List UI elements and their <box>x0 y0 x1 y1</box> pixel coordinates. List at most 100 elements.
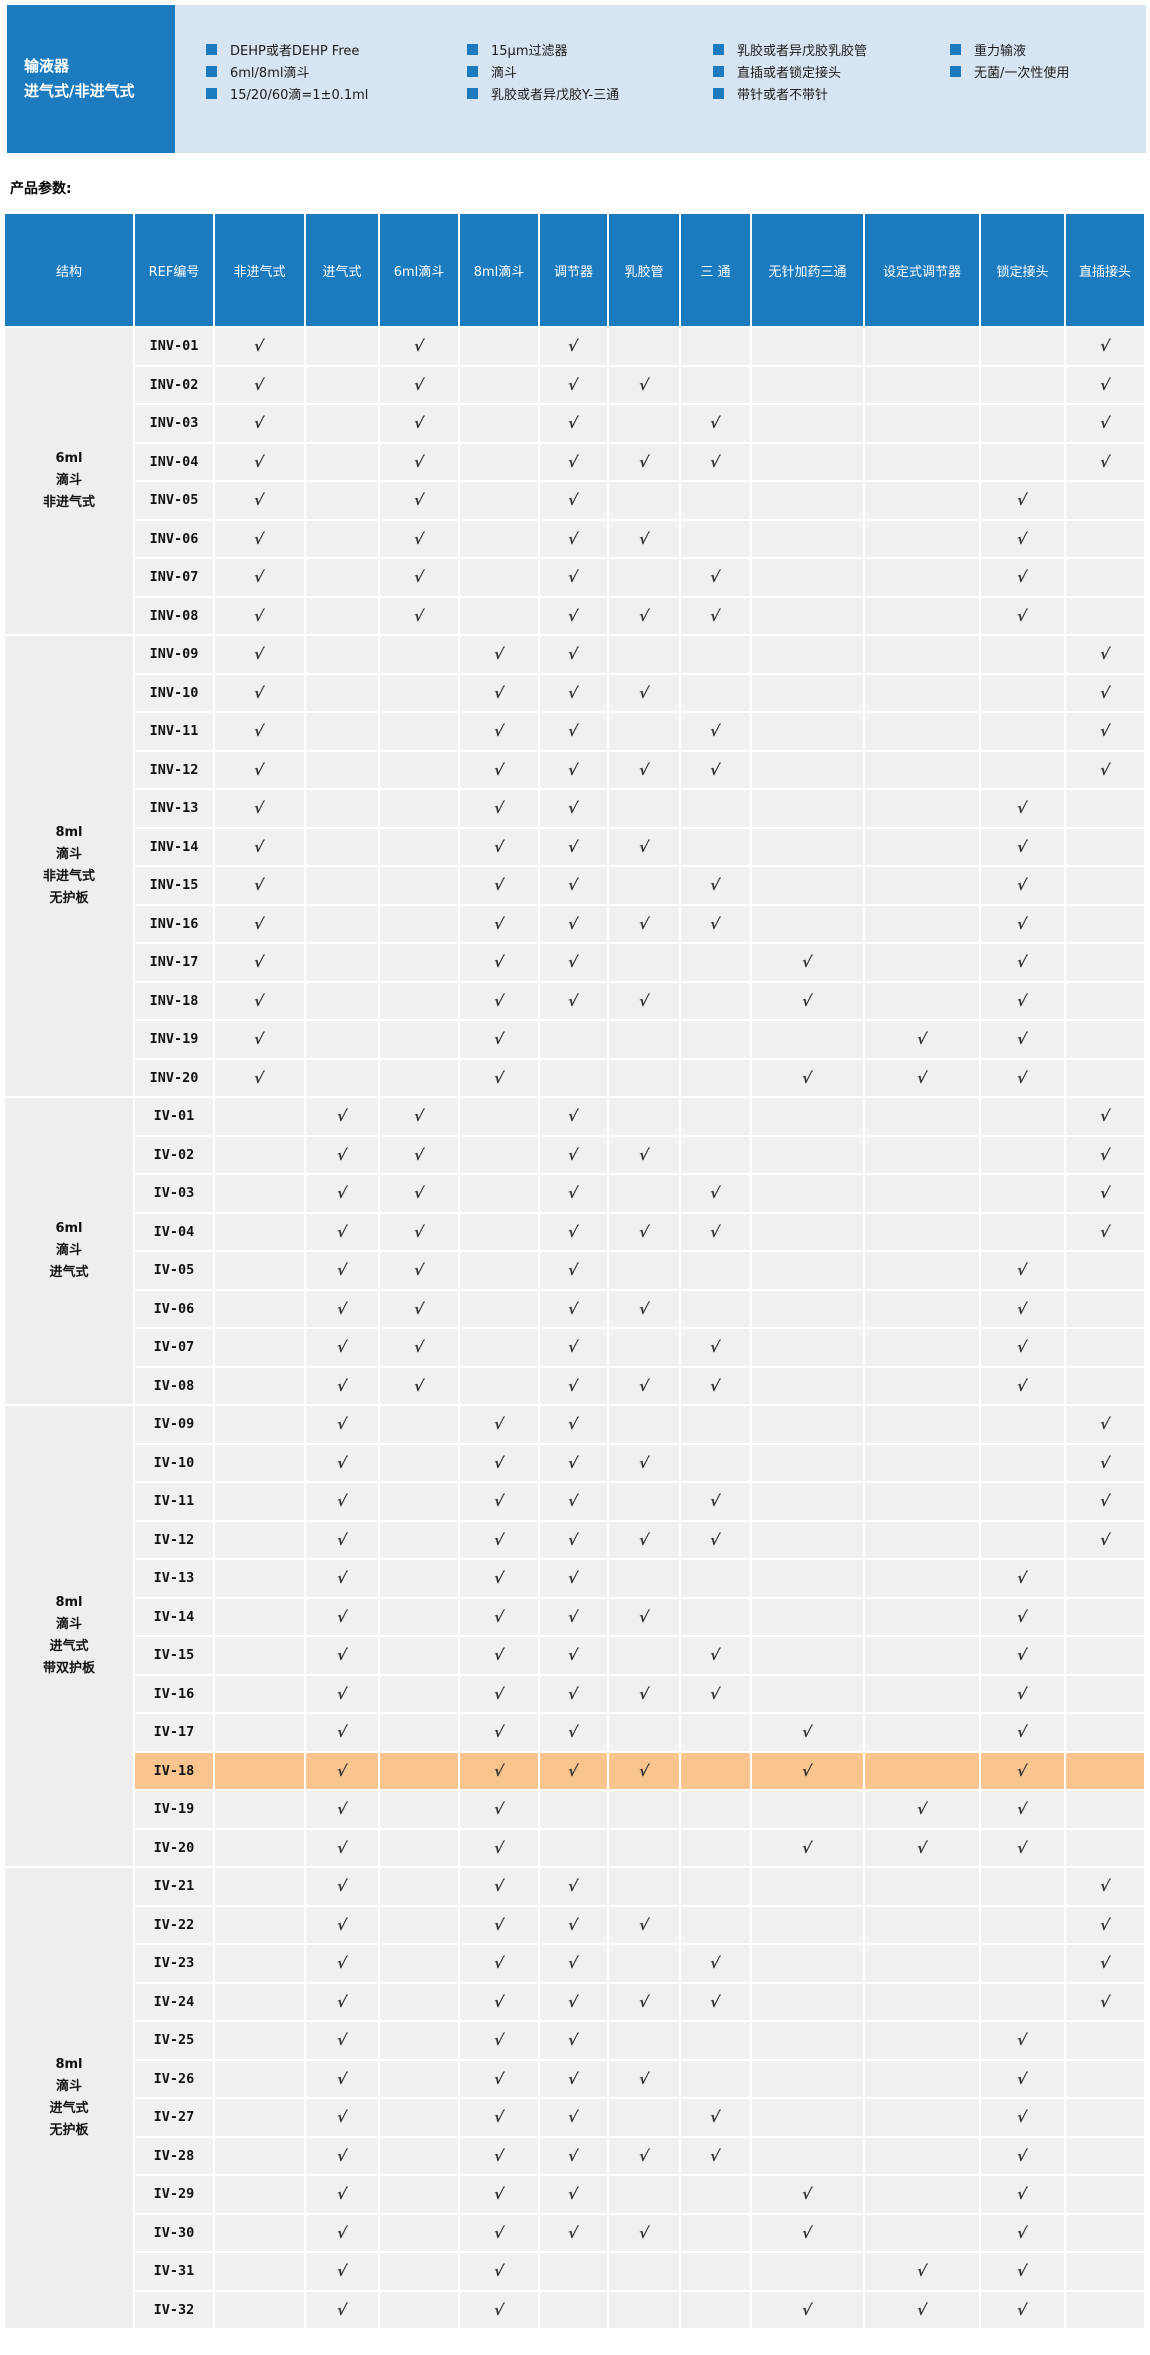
feature-cell-latex_tube: √ <box>609 905 679 942</box>
table-row[interactable]: IV-19 √ √ √ √ <box>5 1791 1144 1828</box>
check-icon: √ <box>335 1299 349 1318</box>
feature-cell-spike_connector: √ <box>1066 1213 1144 1250</box>
table-row[interactable]: IV-03 √ √ √ √ √ <box>5 1175 1144 1212</box>
check-icon: √ <box>915 2262 929 2281</box>
table-row[interactable]: INV-15 √ √ √ √ √ <box>5 867 1144 904</box>
table-row[interactable]: 8ml 滴斗 非进气式 无护板 INV-09 √ √ √ √ <box>5 636 1144 1096</box>
feature-cell-non_vented <box>215 2253 304 2290</box>
table-row[interactable]: INV-13 √ √ √ √ <box>5 790 1144 827</box>
table-row[interactable]: IV-08 √ √ √ √ √ √ <box>5 1367 1144 1404</box>
feature-cell-latex_tube <box>609 1059 679 1096</box>
table-row[interactable]: IV-15 √ √ √ √ √ <box>5 1637 1144 1674</box>
ref-code-cell: INV-16 <box>135 905 213 942</box>
table-row[interactable]: IV-17 √ √ √ √ √ <box>5 1714 1144 1751</box>
feature-cell-needle_free_tee <box>752 1021 863 1058</box>
table-row[interactable]: INV-02 √ √ √ √ √ <box>5 366 1144 403</box>
check-icon: √ <box>567 1299 580 1318</box>
table-row[interactable]: INV-08 √ √ √ √ √ √ <box>5 597 1144 634</box>
table-row[interactable]: 6ml 滴斗 进气式 IV-01 √ √ √ √ <box>5 1098 1144 1404</box>
table-row[interactable]: IV-02 √ √ √ √ √ <box>5 1136 1144 1173</box>
feature-panel: DEHP或者DEHP Free 6ml/8ml滴斗 15/20/60滴=1±0.1m… <box>175 5 1146 153</box>
feature-cell-lock_connector <box>981 1136 1064 1173</box>
table-row[interactable]: IV-10 √ √ √ √ √ <box>5 1444 1144 1481</box>
feature-cell-drip6: √ <box>380 366 458 403</box>
table-row[interactable]: IV-13 √ √ √ √ <box>5 1560 1144 1597</box>
table-row[interactable]: IV-06 √ √ √ √ √ <box>5 1290 1144 1327</box>
feature-cell-three_way <box>681 944 750 981</box>
table-row[interactable]: IV-24 √ √ √ √ √ √ <box>5 1983 1144 2020</box>
table-row[interactable]: IV-32 √ √ √ √ √ <box>5 2291 1144 2328</box>
table-row[interactable]: IV-14 √ √ √ √ √ <box>5 1598 1144 1635</box>
check-icon: √ <box>1016 1068 1029 1087</box>
check-icon: √ <box>709 1184 722 1203</box>
feature-cell-lock_connector: √ <box>981 2291 1064 2328</box>
feature-cell-lock_connector: √ <box>981 2137 1064 2174</box>
feature-cell-lock_connector: √ <box>981 2099 1064 2136</box>
table-row[interactable]: 8ml 滴斗 进气式 带双护板 IV-09 √ √ √ √ <box>5 1406 1144 1866</box>
table-row[interactable]: IV-23 √ √ √ √ √ <box>5 1945 1144 1982</box>
table-row[interactable]: INV-14 √ √ √ √ √ <box>5 828 1144 865</box>
feature-cell-drip6 <box>380 636 458 673</box>
table-row[interactable]: INV-07 √ √ √ √ √ <box>5 559 1144 596</box>
table-row[interactable]: IV-04 √ √ √ √ √ √ <box>5 1213 1144 1250</box>
table-row[interactable]: IV-27 √ √ √ √ √ <box>5 2099 1144 2136</box>
check-icon: √ <box>335 1646 349 1665</box>
feature-cell-preset_regulator <box>865 520 979 557</box>
column-header-regulator: 调节器 <box>540 214 607 326</box>
feature-cell-spike_connector <box>1066 867 1144 904</box>
table-row[interactable]: 8ml 滴斗 进气式 无护板 IV-21 √ √ √ √ <box>5 1868 1144 2328</box>
table-row[interactable]: IV-05 √ √ √ √ <box>5 1252 1144 1289</box>
table-row[interactable]: IV-22 √ √ √ √ √ <box>5 1906 1144 1943</box>
table-row[interactable]: IV-31 √ √ √ √ <box>5 2253 1144 2290</box>
table-row[interactable]: INV-04 √ √ √ √ √ √ <box>5 443 1144 480</box>
structure-group-label-line: 8ml <box>55 2057 83 2072</box>
feature-cell-vented: √ <box>306 2253 378 2290</box>
check-icon: √ <box>637 1530 651 1549</box>
check-icon: √ <box>637 1992 651 2011</box>
table-row[interactable]: INV-17 √ √ √ √ √ <box>5 944 1144 981</box>
table-row[interactable]: IV-07 √ √ √ √ √ <box>5 1329 1144 1366</box>
ref-code-cell: IV-08 <box>135 1367 213 1404</box>
feature-cell-lock_connector <box>981 636 1064 673</box>
bullet-square-icon <box>713 65 724 77</box>
table-row[interactable]: INV-16 √ √ √ √ √ √ <box>5 905 1144 942</box>
table-row[interactable]: IV-11 √ √ √ √ √ <box>5 1483 1144 1520</box>
table-row[interactable]: INV-18 √ √ √ √ √ √ <box>5 982 1144 1019</box>
table-row[interactable]: INV-10 √ √ √ √ √ <box>5 674 1144 711</box>
feature-cell-needle_free_tee <box>752 674 863 711</box>
feature-cell-regulator: √ <box>540 1136 607 1173</box>
ref-code-cell: IV-06 <box>135 1290 213 1327</box>
feature-cell-needle_free_tee: √ <box>752 982 863 1019</box>
table-row[interactable]: INV-20 √ √ √ √ √ <box>5 1059 1144 1096</box>
table-row[interactable]: IV-20 √ √ √ √ √ <box>5 1829 1144 1866</box>
table-row[interactable]: IV-28 √ √ √ √ √ √ <box>5 2137 1144 2174</box>
table-row[interactable]: INV-12 √ √ √ √ √ √ <box>5 751 1144 788</box>
feature-cell-preset_regulator <box>865 2099 979 2136</box>
table-row[interactable]: IV-30 √ √ √ √ √ √ <box>5 2214 1144 2251</box>
structure-group-label-line: 滴斗 <box>55 1617 82 1632</box>
table-row[interactable]: IV-12 √ √ √ √ √ √ <box>5 1521 1144 1558</box>
check-icon: √ <box>1016 953 1029 972</box>
table-row[interactable]: INV-11 √ √ √ √ √ <box>5 713 1144 750</box>
check-icon: √ <box>335 1569 349 1588</box>
feature-cell-drip6 <box>380 828 458 865</box>
feature-cell-drip6: √ <box>380 597 458 634</box>
table-row[interactable]: IV-25 √ √ √ √ <box>5 2022 1144 2059</box>
feature-cell-regulator: √ <box>540 1521 607 1558</box>
feature-cell-regulator: √ <box>540 1714 607 1751</box>
feature-cell-drip6: √ <box>380 1175 458 1212</box>
feature-item-label: 直插或者锁定接头 <box>737 65 842 81</box>
table-row[interactable]: INV-19 √ √ √ √ <box>5 1021 1144 1058</box>
feature-cell-non_vented <box>215 1560 304 1597</box>
table-row[interactable]: IV-26 √ √ √ √ √ <box>5 2060 1144 2097</box>
table-row[interactable]: 6ml 滴斗 非进气式 INV-01 √ √ √ √ <box>5 328 1144 634</box>
feature-cell-three_way <box>681 2253 750 2290</box>
table-row[interactable]: INV-05 √ √ √ √ <box>5 482 1144 519</box>
table-row[interactable]: IV-16 √ √ √ √ √ √ <box>5 1675 1144 1712</box>
feature-item: 滴斗 <box>467 60 619 82</box>
table-row-highlighted[interactable]: IV-18 √ √ √ √ √ √ <box>5 1752 1144 1789</box>
table-row[interactable]: IV-29 √ √ √ √ √ <box>5 2176 1144 2213</box>
feature-cell-lock_connector <box>981 1098 1064 1135</box>
table-row[interactable]: INV-03 √ √ √ √ √ <box>5 405 1144 442</box>
table-row[interactable]: INV-06 √ √ √ √ √ <box>5 520 1144 557</box>
